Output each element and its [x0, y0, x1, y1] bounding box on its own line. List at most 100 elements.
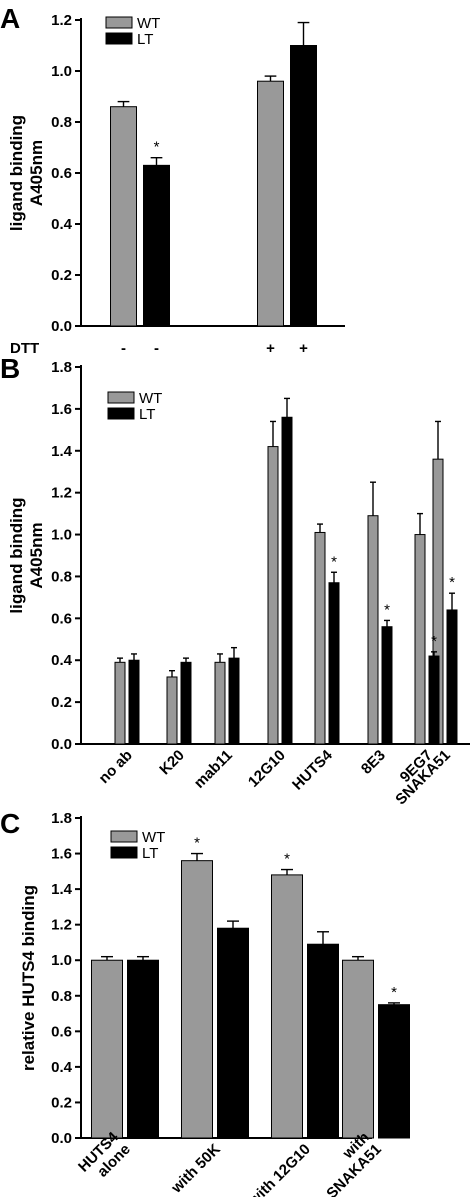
bar-lt [127, 959, 159, 1139]
y-tick-label: 0.8 [51, 568, 72, 585]
y-axis-label-line: ligand binding [7, 115, 26, 231]
y-tick-label: 0.6 [51, 1023, 72, 1040]
x-category-label-line: with 50K [167, 1141, 223, 1197]
x-category-label: 12G10 [245, 747, 289, 791]
legend-label-wt: WT [137, 15, 160, 32]
y-tick-label: 1.6 [51, 401, 72, 418]
y-tick-label: 0.4 [51, 1059, 73, 1076]
legend-label-lt: LT [142, 845, 158, 862]
y-tick-label: 0.6 [51, 610, 72, 627]
x-category-label: K20 [156, 747, 187, 778]
y-tick-label: 0.2 [51, 1094, 72, 1111]
bar-wt [91, 959, 123, 1139]
bar-lt [217, 927, 249, 1139]
bar-wt [257, 80, 284, 327]
y-tick-label: 1.0 [51, 527, 72, 544]
bar-lt [307, 943, 339, 1139]
x-category-label-line: mab11 [191, 747, 236, 792]
x-category-label-line: 12G10 [245, 747, 289, 791]
bar-lt [378, 1004, 410, 1139]
y-axis-label: ligand binding A405nm [7, 115, 46, 231]
y-tick-label: 1.2 [51, 12, 72, 29]
legend-label-lt: LT [139, 406, 155, 423]
bar-lt [290, 45, 317, 327]
legend-label-lt: LT [137, 31, 153, 48]
x-category-label: no ab [96, 747, 136, 787]
bar-lt [228, 657, 240, 745]
legend-swatch-wt [105, 16, 133, 29]
significance-star: * [391, 984, 397, 1001]
bar-wt [314, 531, 326, 745]
bar-wt [166, 676, 178, 745]
y-tick-label: 1.8 [51, 810, 72, 827]
significance-star: * [284, 851, 290, 868]
legend-swatch-wt [107, 391, 135, 404]
chart-panel-c: C 0.0 0.2 0.4 0.6 0.8 1.0 1.2 1.4 1.6 1.8 relative … [0, 808, 410, 1197]
significance-star: * [384, 601, 390, 618]
bar-wt [342, 959, 374, 1139]
y-tick-label: 1.8 [51, 359, 72, 376]
legend-label-wt: WT [142, 829, 165, 846]
y-axis-label-line: relative HUTS4 binding [19, 885, 38, 1071]
y-tick-label: 0.2 [51, 267, 72, 284]
y-axis-label: ligand binding A405nm [7, 497, 46, 613]
y-tick-label: 1.2 [51, 917, 72, 934]
y-tick-label: 0.0 [51, 736, 72, 753]
legend-swatch-wt [110, 830, 138, 843]
y-tick-label: 0.6 [51, 165, 72, 182]
bar-lt [328, 582, 340, 745]
significance-star: * [331, 553, 337, 570]
bar-lt [281, 416, 293, 745]
x-category-label-line: HUTS4 [289, 746, 336, 793]
bar-lt [180, 661, 192, 745]
y-tick-label: 0.2 [51, 694, 72, 711]
y-tick-label: 0.8 [51, 114, 72, 131]
significance-star: * [154, 139, 160, 156]
x-axis-title: DTT [10, 340, 39, 357]
y-tick-label: 0.0 [51, 1130, 72, 1147]
bar-wt [110, 106, 137, 327]
y-tick-label: 1.4 [51, 443, 73, 460]
y-axis-label: relative HUTS4 binding [19, 885, 38, 1071]
x-category-label: with 50K [167, 1141, 223, 1197]
bar-lt [128, 659, 140, 745]
legend-swatch-lt [107, 407, 135, 420]
bar-wt [114, 661, 126, 745]
y-axis-label-line: A405nm [27, 140, 46, 206]
chart-panel-a: A 0.0 0.2 0.4 0.6 0.8 1.0 1.2 ligand binding A405… [0, 3, 345, 357]
significance-star: * [431, 633, 437, 650]
y-tick-label: 1.2 [51, 485, 72, 502]
x-category-label-line: no ab [96, 747, 136, 787]
bar-lt [381, 626, 393, 745]
x-bar-label: - [154, 340, 159, 357]
x-category-label: HUTS4 [289, 746, 336, 793]
bar-wt [414, 534, 426, 745]
y-tick-label: 1.0 [51, 63, 72, 80]
x-bar-label: - [121, 340, 126, 357]
y-tick-label: 1.0 [51, 952, 72, 969]
bar-wt [181, 860, 213, 1139]
legend-swatch-lt [105, 32, 133, 45]
x-bar-label: + [266, 340, 275, 357]
y-tick-label: 0.4 [51, 652, 73, 669]
y-tick-label: 1.4 [51, 881, 73, 898]
y-tick-label: 0.8 [51, 988, 72, 1005]
x-category-label-line: K20 [156, 747, 187, 778]
y-tick-label: 0.4 [51, 216, 73, 233]
panel-letter: C [0, 808, 20, 839]
y-axis-label-line: A405nm [27, 522, 46, 588]
x-category-label: mab11 [191, 747, 236, 792]
x-category-label: with 12G10 [245, 1141, 314, 1197]
legend-label-wt: WT [139, 390, 162, 407]
legend-swatch-lt [110, 846, 138, 859]
y-axis-label-line: ligand binding [7, 497, 26, 613]
bar-lt [428, 655, 440, 745]
significance-star: * [194, 835, 200, 852]
y-tick-label: 0.0 [51, 318, 72, 335]
bar-lt [446, 609, 458, 745]
bar-wt [214, 661, 226, 745]
